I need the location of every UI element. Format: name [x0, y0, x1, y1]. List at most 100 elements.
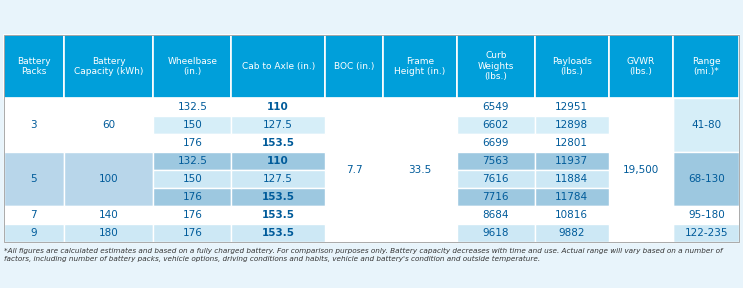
Text: 7563: 7563: [482, 156, 509, 166]
Text: 9: 9: [30, 228, 37, 238]
Bar: [325, 35, 383, 98]
Text: 11784: 11784: [555, 192, 588, 202]
Bar: [153, 224, 231, 242]
Bar: [535, 170, 609, 188]
Bar: [4, 35, 739, 242]
Bar: [231, 116, 325, 134]
Bar: [153, 188, 231, 206]
Bar: [535, 116, 609, 134]
Bar: [231, 134, 325, 152]
Text: 6549: 6549: [482, 102, 509, 112]
Text: 7.7: 7.7: [345, 165, 363, 175]
Text: 6699: 6699: [482, 138, 509, 148]
Text: 11937: 11937: [555, 156, 588, 166]
Text: 132.5: 132.5: [178, 156, 207, 166]
Text: 12898: 12898: [555, 120, 588, 130]
Text: 153.5: 153.5: [262, 192, 295, 202]
Text: 153.5: 153.5: [262, 210, 295, 220]
Text: Battery
Packs: Battery Packs: [17, 56, 51, 76]
Bar: [4, 98, 64, 152]
Text: 180: 180: [99, 228, 118, 238]
Text: 153.5: 153.5: [262, 228, 295, 238]
Bar: [153, 152, 231, 170]
Bar: [153, 170, 231, 188]
Text: Range
(mi.)*: Range (mi.)*: [692, 56, 721, 76]
Bar: [231, 170, 325, 188]
Text: 95-180: 95-180: [688, 210, 724, 220]
Text: 7616: 7616: [482, 174, 509, 184]
Text: Curb
Weights
(lbs.): Curb Weights (lbs.): [478, 51, 514, 81]
Text: 12801: 12801: [555, 138, 588, 148]
Bar: [383, 98, 457, 242]
Text: *All figures are calculated estimates and based on a fully charged battery. For : *All figures are calculated estimates an…: [4, 248, 722, 262]
Text: 12951: 12951: [555, 102, 588, 112]
Bar: [535, 206, 609, 224]
Text: 140: 140: [99, 210, 118, 220]
Text: 68-130: 68-130: [688, 174, 724, 184]
Text: Battery
Capacity (kWh): Battery Capacity (kWh): [74, 56, 143, 76]
Text: 11884: 11884: [555, 174, 588, 184]
Bar: [4, 152, 64, 206]
Bar: [457, 188, 535, 206]
Bar: [673, 98, 739, 152]
Text: 110: 110: [267, 156, 289, 166]
Bar: [457, 206, 535, 224]
Text: 110: 110: [267, 102, 289, 112]
Bar: [535, 152, 609, 170]
Bar: [153, 206, 231, 224]
Bar: [231, 152, 325, 170]
Bar: [4, 224, 64, 242]
Text: 150: 150: [183, 120, 202, 130]
Bar: [64, 98, 153, 152]
Text: Frame
Height (in.): Frame Height (in.): [395, 56, 446, 76]
Text: BOC (in.): BOC (in.): [334, 62, 374, 71]
Text: 122-235: 122-235: [684, 228, 728, 238]
Bar: [457, 152, 535, 170]
Text: 176: 176: [183, 210, 202, 220]
Bar: [325, 98, 383, 242]
Text: 176: 176: [183, 228, 202, 238]
Bar: [231, 188, 325, 206]
Bar: [535, 134, 609, 152]
Bar: [535, 224, 609, 242]
Text: Cab to Axle (in.): Cab to Axle (in.): [241, 62, 315, 71]
Text: 8684: 8684: [482, 210, 509, 220]
Bar: [457, 134, 535, 152]
Bar: [153, 116, 231, 134]
Bar: [609, 98, 673, 242]
Bar: [153, 98, 231, 116]
Bar: [64, 206, 153, 224]
Bar: [673, 206, 739, 224]
Text: 3: 3: [30, 120, 37, 130]
Bar: [64, 224, 153, 242]
Bar: [153, 35, 231, 98]
Bar: [457, 35, 535, 98]
Text: 7716: 7716: [482, 192, 509, 202]
Text: 19,500: 19,500: [623, 165, 659, 175]
Bar: [609, 35, 673, 98]
Bar: [673, 224, 739, 242]
Bar: [383, 35, 457, 98]
Text: 132.5: 132.5: [178, 102, 207, 112]
Text: 5: 5: [30, 174, 37, 184]
Text: 6602: 6602: [482, 120, 509, 130]
Bar: [457, 116, 535, 134]
Text: 153.5: 153.5: [262, 138, 295, 148]
Bar: [457, 98, 535, 116]
Bar: [673, 35, 739, 98]
Text: 7: 7: [30, 210, 37, 220]
Bar: [231, 35, 325, 98]
Text: 41-80: 41-80: [691, 120, 721, 130]
Bar: [4, 206, 64, 224]
Text: 150: 150: [183, 174, 202, 184]
Bar: [457, 170, 535, 188]
Text: 100: 100: [99, 174, 118, 184]
Bar: [231, 224, 325, 242]
Bar: [4, 35, 64, 98]
Bar: [457, 224, 535, 242]
Text: 60: 60: [102, 120, 115, 130]
Text: GVWR
(lbs.): GVWR (lbs.): [627, 56, 655, 76]
Text: 9618: 9618: [482, 228, 509, 238]
Bar: [673, 152, 739, 206]
Text: 127.5: 127.5: [263, 120, 293, 130]
